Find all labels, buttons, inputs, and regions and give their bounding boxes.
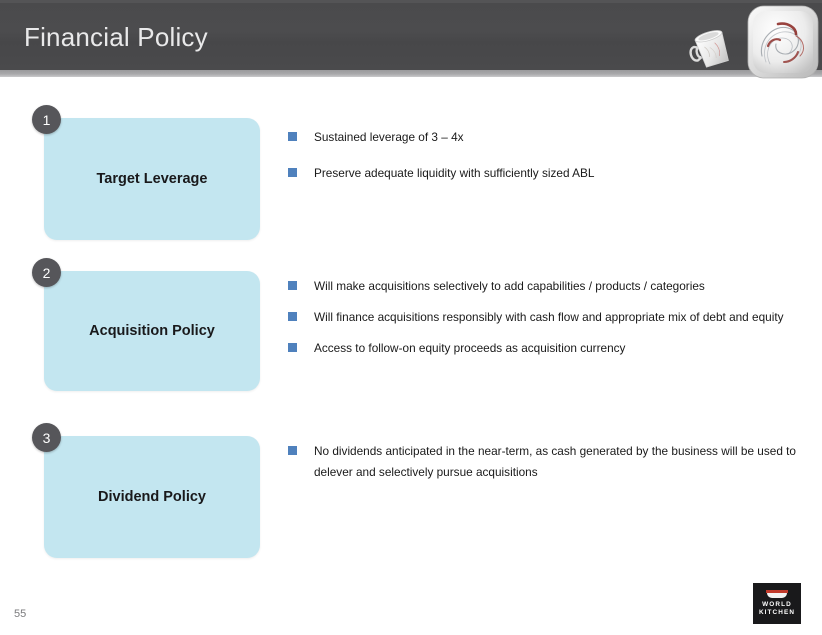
bullet-item: Sustained leverage of 3 – 4x — [288, 127, 798, 148]
policy-box-acquisition-policy[interactable]: Acquisition Policy — [44, 271, 260, 391]
policy-box-dividend-policy[interactable]: Dividend Policy — [44, 436, 260, 558]
policy-section-3: 3 Dividend Policy No dividends anticipat… — [0, 423, 822, 571]
bullet-text: Sustained leverage of 3 – 4x — [314, 130, 464, 144]
bullet-list-3: No dividends anticipated in the near-ter… — [288, 441, 798, 493]
policy-box-label: Target Leverage — [96, 171, 208, 187]
policy-box-label: Dividend Policy — [98, 489, 206, 505]
policy-section-1: 1 Target Leverage Sustained leverage of … — [0, 105, 822, 253]
coffee-mug-icon — [689, 30, 729, 68]
bullet-list-1: Sustained leverage of 3 – 4x Preserve ad… — [288, 127, 798, 199]
square-plate-icon — [747, 5, 819, 79]
page-number: 55 — [14, 608, 27, 620]
bullet-square-icon — [288, 168, 297, 177]
bullet-text: No dividends anticipated in the near-ter… — [314, 444, 796, 479]
logo-word-kitchen: KITCHEN — [758, 609, 796, 616]
bullet-item: Preserve adequate liquidity with suffici… — [288, 163, 798, 184]
bullet-text: Will make acquisitions selectively to ad… — [314, 279, 705, 293]
bullet-square-icon — [288, 132, 297, 141]
bullet-list-2: Will make acquisitions selectively to ad… — [288, 276, 798, 369]
header-shadow-strip — [0, 70, 822, 77]
world-kitchen-logo: WORLD KITCHEN — [753, 583, 801, 624]
header-product-artwork — [686, 2, 822, 86]
bullet-text: Access to follow-on equity proceeds as a… — [314, 341, 626, 355]
bullet-square-icon — [288, 446, 297, 455]
step-badge-1: 1 — [32, 105, 61, 134]
bullet-text: Will finance acquisitions responsibly wi… — [314, 310, 784, 324]
bullet-square-icon — [288, 343, 297, 352]
bullet-square-icon — [288, 281, 297, 290]
bullet-square-icon — [288, 312, 297, 321]
bullet-item: No dividends anticipated in the near-ter… — [288, 441, 798, 483]
bullet-item: Will finance acquisitions responsibly wi… — [288, 307, 798, 328]
step-badge-2: 2 — [32, 258, 61, 287]
bowl-icon — [766, 590, 788, 598]
page-title: Financial Policy — [24, 22, 208, 52]
policy-section-2: 2 Acquisition Policy Will make acquisiti… — [0, 258, 822, 406]
product-illustration — [689, 5, 819, 79]
bullet-item: Will make acquisitions selectively to ad… — [288, 276, 798, 297]
bullet-text: Preserve adequate liquidity with suffici… — [314, 166, 595, 180]
step-badge-3: 3 — [32, 423, 61, 452]
bullet-item: Access to follow-on equity proceeds as a… — [288, 338, 798, 359]
slide-header-bar — [0, 0, 822, 70]
policy-box-label: Acquisition Policy — [89, 323, 215, 339]
logo-word-world: WORLD — [762, 601, 792, 608]
policy-box-target-leverage[interactable]: Target Leverage — [44, 118, 260, 240]
